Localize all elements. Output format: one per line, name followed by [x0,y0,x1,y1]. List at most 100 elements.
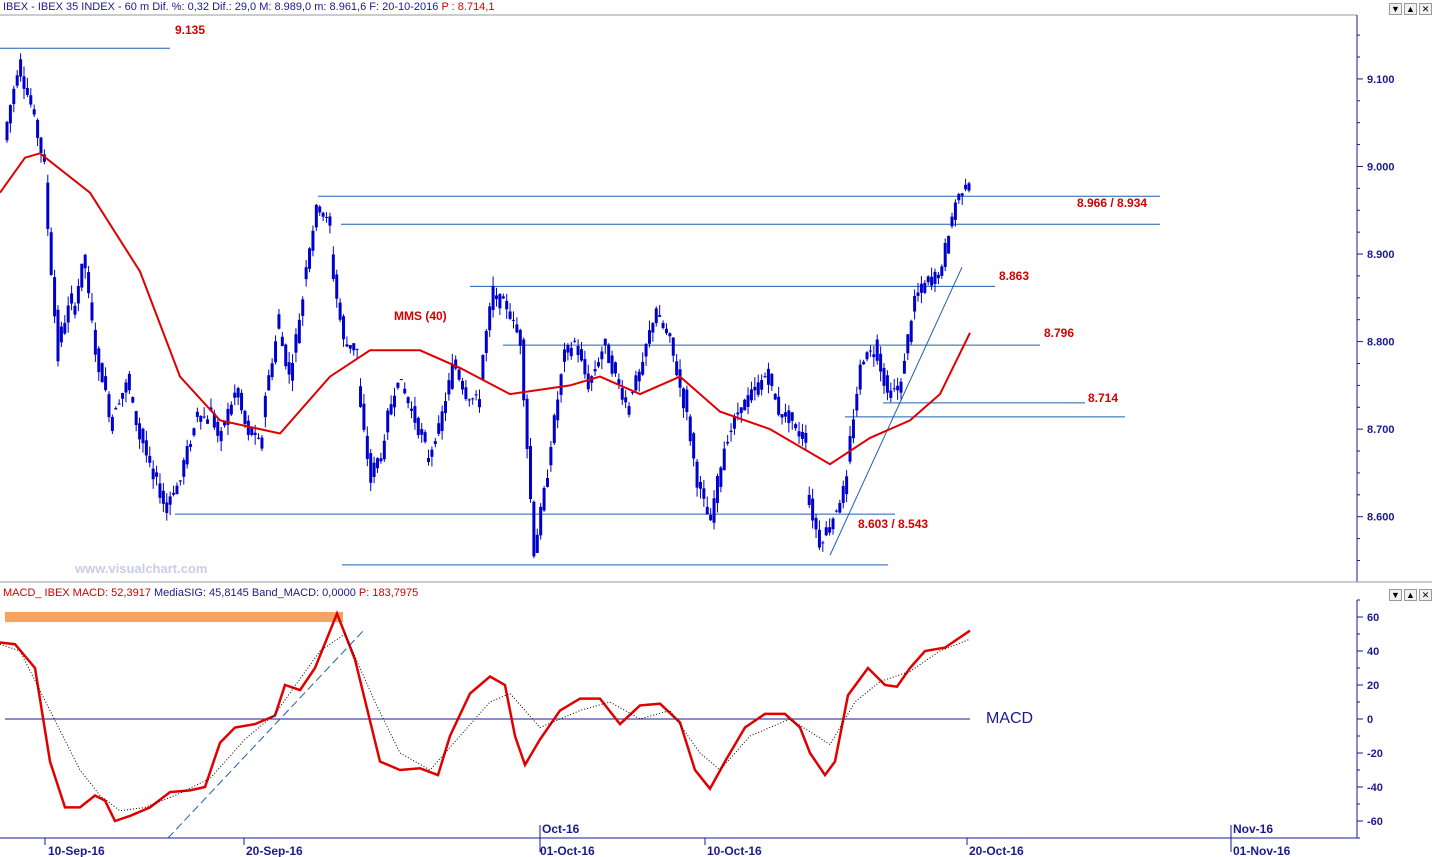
candle-102-body [352,343,356,351]
candle-177-body [607,344,611,364]
watermark: www.visualchart.com [74,561,207,576]
candle-98-body [338,302,342,320]
candle-138-body [474,394,478,396]
series-macd [0,610,971,823]
candle-3-body [15,75,19,86]
candle-25-body [90,302,94,321]
candle-29-body [104,376,108,391]
candle-170-body [583,359,587,375]
candle-142-body [488,306,492,331]
date-label-20sep: 20-Sep-16 [246,844,303,857]
candle-228-body [780,414,784,418]
macd-tick-label-0: 0 [1367,714,1373,726]
candle-76-body [263,395,267,418]
candle-221-body [756,382,760,395]
candle-112-body [386,410,390,433]
macd-maximize-button[interactable]: ▲ [1404,589,1417,601]
candle-146-body [501,296,505,299]
macd-overbought-band [5,611,343,623]
macd-tick-label-40: 40 [1367,646,1379,658]
candle-173-body [593,369,597,372]
candle-72-body [250,427,254,435]
macd-minimize-button[interactable]: ▼ [1389,589,1402,601]
candle-159-body [545,478,549,487]
candle-193-body [661,322,665,328]
candle-121-body [416,417,420,436]
candle-156-body [535,534,539,553]
candle-157-body [539,506,543,536]
date-label: F: 20-10-2016 [369,1,439,13]
price-tick-label-8600: 8.600 [1367,512,1395,524]
candle-281-body [960,193,964,196]
candle-52-body [182,460,186,477]
candle-222-body [760,379,764,390]
candle-234-body [800,431,804,439]
candle-251-body [858,364,862,390]
candle-46-body [161,490,165,504]
candle-277-body [947,235,951,254]
candle-74-body [257,437,261,439]
candle-152-body [522,339,526,401]
candle-164-body [562,349,566,362]
candle-4-body [19,59,23,77]
candle-136-body [467,399,471,401]
candle-246-body [841,486,845,504]
candle-47-body [165,502,169,514]
sma-line [0,152,971,466]
candle-256-body [875,339,879,361]
macd-trendline [167,628,366,839]
candle-6-body [25,87,29,95]
support-label: 8.603 / 8.543 [858,517,928,531]
candle-227-body [777,396,781,415]
candle-69-body [240,392,244,411]
candle-8-body [32,109,36,115]
candle-111-body [382,440,386,460]
candle-151-body [518,329,522,346]
candle-36-body [127,373,131,391]
candle-86-body [297,319,301,344]
candle-155-body [532,501,536,557]
maximize-button[interactable]: ▲ [1404,3,1417,15]
candle-59-body [206,419,210,424]
month-label-nov: Nov-16 [1233,822,1273,836]
candle-215-body [736,412,740,415]
minimize-button[interactable]: ▼ [1389,3,1402,15]
candle-103-body [355,348,359,350]
candle-187-body [641,361,645,375]
candle-100-body [345,344,349,347]
candle-17-body [63,322,67,334]
close-button[interactable]: ✕ [1419,3,1432,15]
candle-216-body [739,407,743,414]
price-window-buttons: ▼ ▲ ✕ [1389,3,1432,15]
candle-101-body [348,345,352,349]
candle-40-body [141,428,145,444]
candle-137-body [471,398,475,400]
candle-93-body [321,212,325,217]
symbol-label: IBEX - IBEX 35 INDEX - [3,1,122,13]
candle-219-body [749,389,753,401]
candle-24-body [87,272,91,294]
candle-233-body [797,431,801,437]
level-8714-label: 8.714 [1088,391,1118,405]
candle-208-body [712,498,716,523]
candle-99-body [342,316,346,340]
candle-14-body [53,277,57,317]
candle-278-body [950,216,954,227]
candle-243-body [831,518,835,530]
candle-191-body [654,308,658,324]
candle-198-body [678,369,682,388]
candle-81-body [280,336,284,347]
candle-141-body [484,330,488,354]
candle-83-body [287,362,291,375]
max-label: M: 8.989,0 [259,1,312,13]
candle-38-body [134,411,138,425]
candle-33-body [117,403,121,405]
candle-65-body [226,408,230,425]
candle-27-body [97,348,101,373]
candle-42-body [148,455,152,463]
candle-250-body [855,394,859,411]
candle-115-body [396,382,400,388]
candle-242-body [828,527,832,533]
candle-20-body [73,305,77,315]
